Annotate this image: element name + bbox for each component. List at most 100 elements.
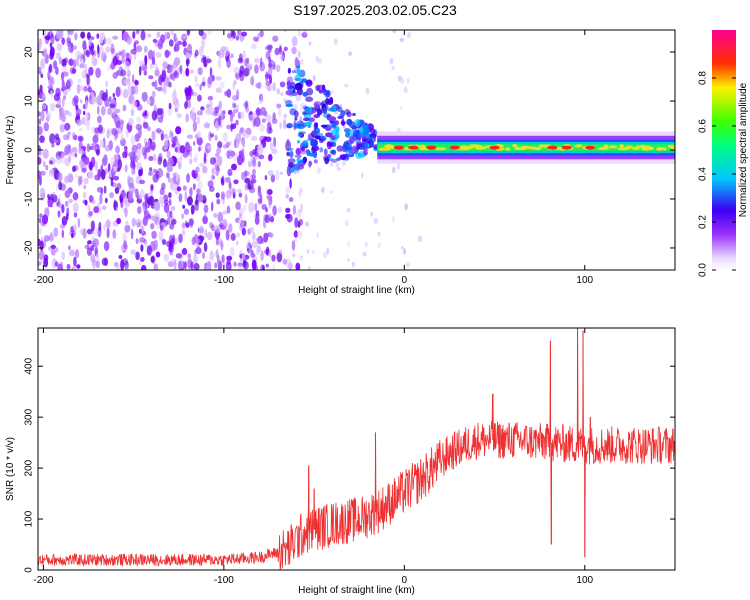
noise-blob <box>209 250 214 261</box>
noise-blob <box>226 255 233 261</box>
faint-blob <box>406 78 410 84</box>
noise-blob <box>274 47 280 56</box>
noise-blob <box>75 108 82 116</box>
noise-blob <box>156 219 161 229</box>
noise-blob <box>120 133 124 142</box>
noise-blob <box>77 78 82 84</box>
noise-blob <box>139 179 146 185</box>
noise-blob <box>43 235 50 242</box>
noise-blob <box>185 58 190 65</box>
noise-blob <box>159 196 164 204</box>
noise-blob <box>195 247 202 255</box>
noise-blob <box>251 174 256 180</box>
noise-blob <box>272 82 276 92</box>
transition-blob <box>330 149 337 156</box>
noise-blob <box>141 146 147 156</box>
noise-blob <box>276 103 282 109</box>
noise-blob <box>153 62 158 70</box>
noise-blob <box>55 52 61 60</box>
noise-blob <box>130 85 136 95</box>
noise-blob <box>99 193 103 205</box>
transition-blob <box>285 89 294 96</box>
noise-blob <box>285 186 291 194</box>
transition-blob <box>308 117 315 123</box>
noise-blob <box>55 183 59 191</box>
noise-blob <box>193 254 198 265</box>
noise-blob <box>83 85 88 92</box>
noise-blob <box>197 192 203 203</box>
noise-blob <box>113 114 120 125</box>
noise-blob <box>97 105 100 115</box>
noise-blob <box>246 57 250 64</box>
noise-blob <box>244 193 248 204</box>
noise-blob <box>181 34 188 39</box>
noise-blob <box>59 107 65 117</box>
noise-blob <box>96 253 100 260</box>
x-axis-title: Height of straight line (km) <box>298 285 415 296</box>
noise-blob <box>124 261 129 270</box>
noise-blob <box>230 233 236 241</box>
noise-blob <box>215 238 219 246</box>
noise-blob <box>115 206 119 212</box>
x-tick-label: -100 <box>214 275 234 286</box>
noise-blob <box>236 104 239 111</box>
noise-blob <box>138 260 142 266</box>
noise-blob <box>71 266 76 270</box>
noise-blob <box>292 204 296 215</box>
noise-blob <box>82 54 86 64</box>
noise-blob <box>252 36 259 42</box>
transition-blob <box>313 122 317 130</box>
transition-blob <box>294 77 301 81</box>
noise-blob <box>228 223 233 233</box>
noise-blob <box>79 99 83 104</box>
noise-blob <box>247 183 251 190</box>
transition-blob <box>325 132 333 138</box>
noise-blob <box>53 60 58 69</box>
x-tick-label: 0 <box>402 575 408 586</box>
noise-blob <box>179 145 186 154</box>
x-axis-title: Height of straight line (km) <box>298 585 415 596</box>
noise-blob <box>211 167 215 175</box>
noise-blob <box>202 251 205 260</box>
noise-blob <box>221 218 228 230</box>
noise-blob <box>259 193 263 205</box>
chart-title: S197.2025.203.02.05.C23 <box>293 2 457 18</box>
noise-blob <box>136 162 142 171</box>
noise-blob <box>207 145 212 150</box>
noise-blob <box>184 141 190 153</box>
noise-blob <box>251 240 258 248</box>
noise-blob <box>63 89 68 96</box>
noise-blob <box>216 227 221 234</box>
noise-blob <box>113 154 119 161</box>
noise-blob <box>167 176 171 183</box>
noise-blob <box>114 261 119 267</box>
faint-blob <box>405 262 411 268</box>
noise-blob <box>73 256 77 267</box>
noise-blob <box>135 251 140 261</box>
noise-blob <box>50 244 56 250</box>
noise-blob <box>153 263 159 270</box>
noise-blob <box>242 260 249 270</box>
noise-blob <box>268 249 272 258</box>
noise-blob <box>72 202 79 213</box>
noise-blob <box>91 156 96 168</box>
faint-blob <box>391 166 396 174</box>
noise-blob <box>248 114 255 122</box>
noise-blob <box>107 65 111 72</box>
faint-blob <box>399 106 403 110</box>
noise-blob <box>167 157 174 166</box>
noise-blob <box>185 222 190 228</box>
noise-blob <box>239 219 245 228</box>
transition-blob <box>336 157 341 161</box>
noise-blob <box>235 119 239 126</box>
faint-blob <box>347 241 350 247</box>
noise-blob <box>291 240 296 251</box>
noise-blob <box>209 221 214 229</box>
noise-blob <box>240 31 248 37</box>
noise-blob <box>120 197 124 209</box>
noise-blob <box>258 154 265 160</box>
noise-blob <box>172 234 176 245</box>
noise-blob <box>79 62 86 69</box>
noise-blob <box>293 230 299 238</box>
noise-blob <box>168 102 172 110</box>
